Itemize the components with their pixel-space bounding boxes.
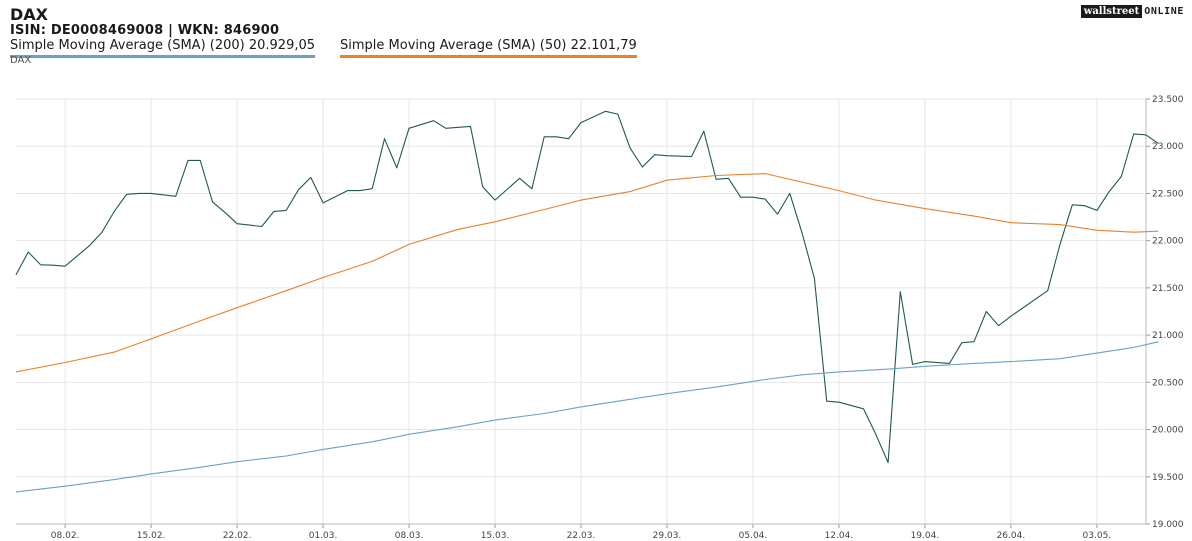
y-tick-label: 20.000 xyxy=(1152,426,1184,436)
y-tick-label: 20.500 xyxy=(1152,378,1184,388)
logo-text: ONLINE xyxy=(1144,6,1184,17)
x-tick-label: 03.05. xyxy=(1083,531,1112,541)
y-tick-label: 19.500 xyxy=(1152,473,1184,483)
y-tick-label: 23.500 xyxy=(1152,95,1184,105)
y-tick-label: 21.000 xyxy=(1152,331,1184,341)
isin-wkn-label: ISIN: DE0008469008 | WKN: 846900 xyxy=(10,23,280,38)
x-tick-label: 08.02. xyxy=(51,531,80,541)
x-tick-label: 05.04. xyxy=(739,531,768,541)
logo-box: wallstreet xyxy=(1080,5,1143,18)
y-tick-label: 21.500 xyxy=(1152,284,1184,294)
series-line-dax xyxy=(15,110,1159,464)
x-tick-label: 08.03. xyxy=(395,531,424,541)
legend-item-sma-50[interactable]: Simple Moving Average (SMA) (50) 22.101,… xyxy=(340,38,637,58)
x-tick-label: 19.04. xyxy=(911,531,940,541)
x-tick-label: 01.03. xyxy=(309,531,338,541)
legend-label-sma-50: Simple Moving Average (SMA) (50) 22.101,… xyxy=(340,38,637,53)
series-line-simple-moving-average-sma-200 xyxy=(15,341,1159,493)
x-tick-label: 29.03. xyxy=(653,531,682,541)
y-tick-label: 22.500 xyxy=(1152,189,1184,199)
instrument-label: DAX xyxy=(10,55,32,66)
legend-swatch-sma-200 xyxy=(10,55,316,58)
y-tick-label: 22.000 xyxy=(1152,237,1184,247)
legend-item-sma-200[interactable]: Simple Moving Average (SMA) (200) 20.929… xyxy=(10,38,316,58)
y-tick-label: 23.000 xyxy=(1152,142,1184,152)
y-tick-label: 19.000 xyxy=(1152,520,1184,530)
x-tick-label: 22.02. xyxy=(223,531,252,541)
series-line-simple-moving-average-sma-50 xyxy=(15,173,1159,373)
x-tick-label: 15.03. xyxy=(481,531,510,541)
wallstreet-online-logo[interactable]: wallstreet ONLINE xyxy=(1080,5,1184,18)
legend-swatch-sma-50 xyxy=(340,55,637,58)
x-tick-label: 22.03. xyxy=(567,531,596,541)
x-tick-label: 15.02. xyxy=(137,531,166,541)
x-tick-label: 26.04. xyxy=(997,531,1026,541)
legend-label-sma-200: Simple Moving Average (SMA) (200) 20.929… xyxy=(10,38,316,53)
chart-title: DAX xyxy=(10,5,48,24)
x-tick-label: 12.04. xyxy=(825,531,854,541)
